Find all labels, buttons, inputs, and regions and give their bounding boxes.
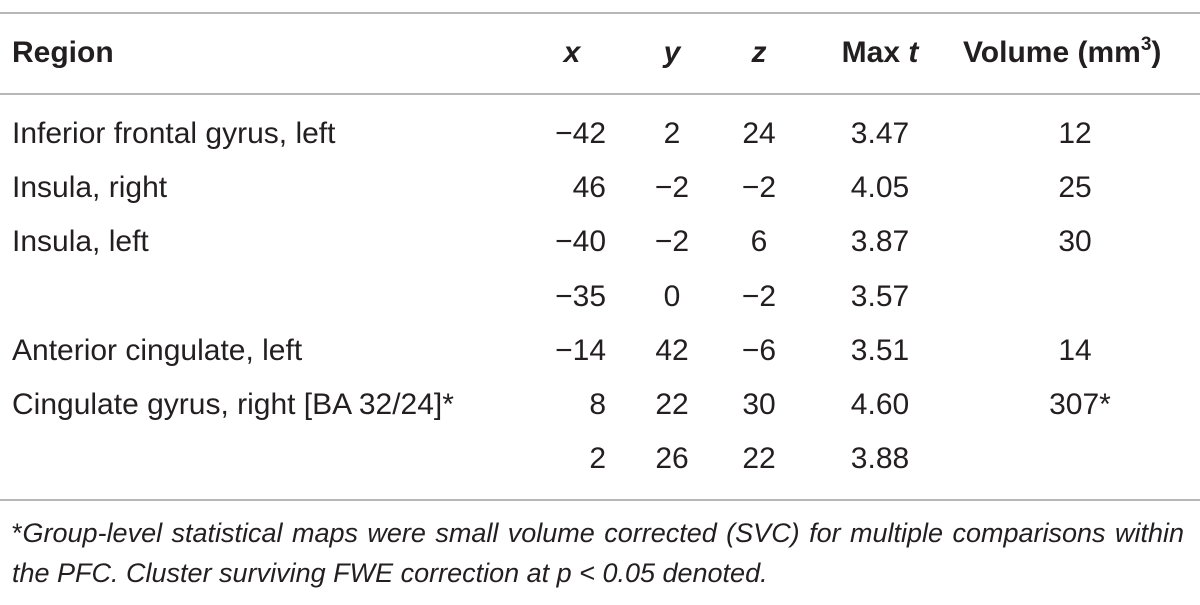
x-cell: −14 [555, 334, 606, 367]
x-cell: −40 [555, 225, 606, 258]
table-footnote: *Group-level statistical maps were small… [12, 513, 1184, 593]
y-cell: −2 [654, 225, 690, 258]
header-volume-label: Volume (mm [963, 36, 1141, 69]
region-cell: Inferior frontal gyrus, left [12, 117, 336, 150]
footnote-text: Group-level statistical maps were small … [12, 518, 1184, 588]
max-t-cell: 3.47 [850, 117, 910, 150]
header-x: x [563, 36, 581, 69]
y-cell: 2 [663, 117, 681, 150]
z-cell: −6 [741, 334, 777, 367]
volume-cell: 12 [1058, 117, 1092, 150]
region-cell: Insula, left [12, 225, 149, 258]
region-cell: Insula, right [12, 171, 168, 204]
footnote-marker: * [12, 518, 23, 548]
z-cell: 22 [742, 442, 776, 475]
y-cell: 22 [655, 388, 689, 421]
header-max-t-label: Max [841, 36, 909, 69]
y-cell: 26 [655, 442, 689, 475]
header-z: z [751, 36, 767, 69]
max-t-cell: 4.05 [850, 171, 910, 204]
x-cell: 2 [589, 442, 606, 475]
z-cell: 6 [750, 225, 768, 258]
volume-cell: 307* [1049, 388, 1111, 421]
region-cell: Cingulate gyrus, right [BA 32/24]* [12, 388, 454, 421]
x-cell: −42 [555, 117, 606, 150]
z-cell: 24 [742, 117, 776, 150]
max-t-cell: 4.60 [850, 388, 910, 421]
x-cell: 8 [589, 388, 606, 421]
header-volume-close: ) [1151, 36, 1162, 69]
region-cell: Anterior cingulate, left [12, 334, 303, 367]
x-cell: −35 [555, 280, 606, 313]
volume-cell: 25 [1058, 171, 1092, 204]
volume-cell: 14 [1058, 334, 1092, 367]
z-cell: −2 [741, 280, 777, 313]
header-max-t-variable: t [908, 36, 919, 69]
volume-cell: 30 [1058, 225, 1092, 258]
table-bottom-rule [0, 499, 1200, 501]
table-top-rule [0, 12, 1200, 14]
table-header-rule [0, 93, 1200, 95]
max-t-cell: 3.87 [850, 225, 910, 258]
y-cell: −2 [654, 171, 690, 204]
header-volume-superscript: 3 [1140, 34, 1152, 55]
z-cell: 30 [742, 388, 776, 421]
header-max-t: Max t [810, 35, 950, 71]
z-cell: −2 [741, 171, 777, 204]
max-t-cell: 3.51 [850, 334, 910, 367]
header-region: Region [12, 36, 114, 69]
header-y: y [663, 36, 681, 69]
max-t-cell: 3.57 [850, 280, 910, 313]
max-t-cell: 3.88 [850, 442, 910, 475]
x-cell: 46 [572, 171, 606, 204]
y-cell: 42 [655, 334, 689, 367]
y-cell: 0 [663, 280, 681, 313]
header-volume: Volume (mm3) [963, 35, 1161, 71]
